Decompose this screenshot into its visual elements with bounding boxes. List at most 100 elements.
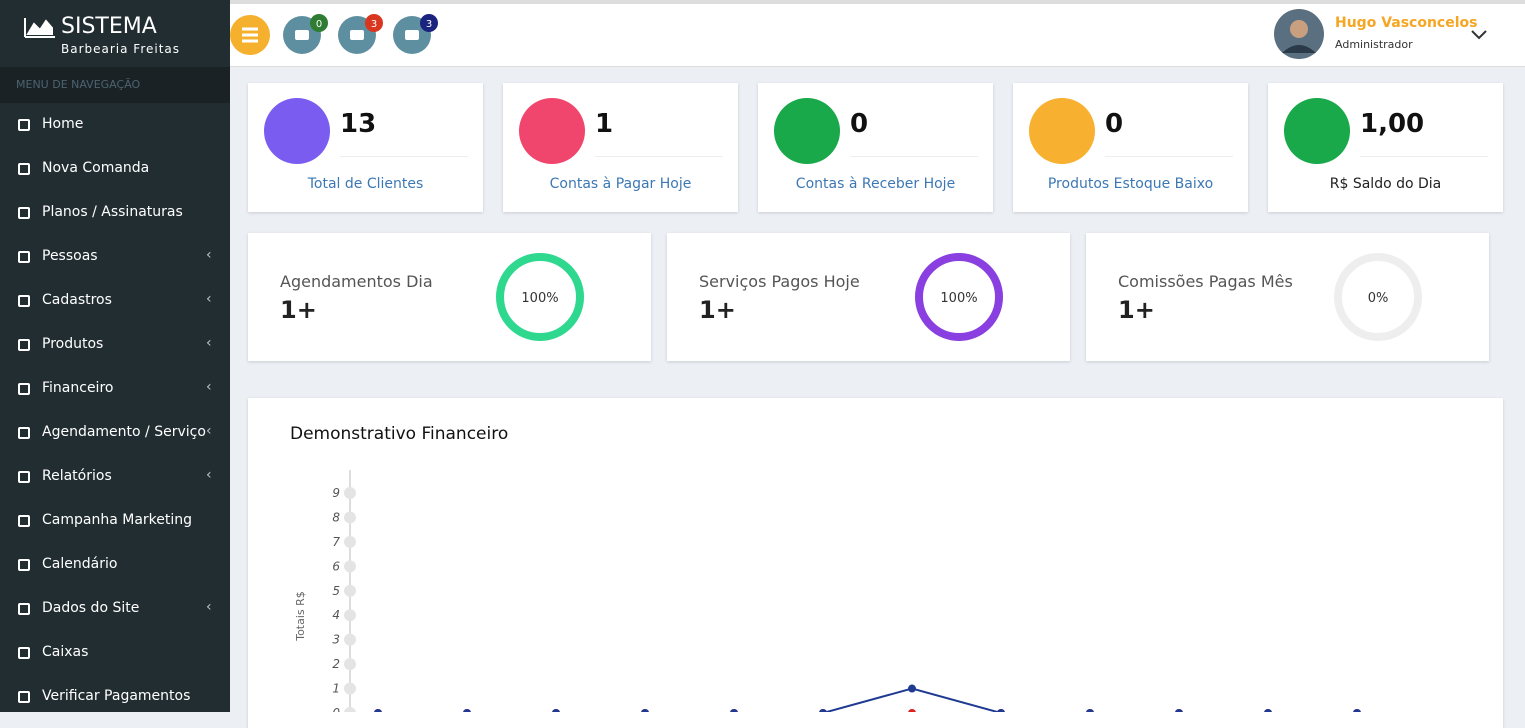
stat-value: 13 bbox=[340, 109, 377, 139]
menu-item[interactable]: Nova Comanda bbox=[0, 149, 230, 189]
stat-label: R$ Saldo do Dia bbox=[1329, 176, 1442, 192]
user-role: Administrador bbox=[1335, 38, 1413, 51]
menu-item[interactable]: Pessoas ‹ bbox=[0, 237, 230, 277]
menu-item[interactable]: Produtos ‹ bbox=[0, 325, 230, 365]
stat-card: 0 Produtos Estoque Baixo bbox=[1013, 83, 1248, 212]
menu-icon bbox=[18, 295, 30, 307]
progress-value: 1+ bbox=[280, 296, 317, 324]
y-tick-label: 9 bbox=[332, 486, 340, 500]
menu-icon bbox=[18, 163, 30, 175]
stat-label: Contas à Pagar Hoje bbox=[549, 176, 692, 192]
y-tick-label: 4 bbox=[332, 608, 340, 622]
point bbox=[730, 709, 738, 712]
sidebar: SISTEMA Barbearia Freitas MENU DE NAVEGA… bbox=[0, 0, 230, 712]
y-tick bbox=[344, 560, 356, 573]
menu-label: Verificar Pagamentos bbox=[42, 688, 191, 704]
y-axis-title: Totais R$ bbox=[294, 591, 307, 642]
menu-item[interactable]: Cadastros ‹ bbox=[0, 281, 230, 321]
point bbox=[908, 709, 916, 712]
top-icons: 0 3 3 bbox=[230, 14, 438, 55]
point bbox=[908, 684, 916, 693]
y-tick-label: 1 bbox=[332, 682, 340, 696]
y-tick bbox=[344, 511, 356, 524]
notification-glyph bbox=[405, 30, 419, 40]
progress-value: 1+ bbox=[1118, 296, 1155, 324]
menu-item[interactable]: Financeiro ‹ bbox=[0, 369, 230, 409]
point bbox=[997, 709, 1005, 712]
menu-icon bbox=[18, 251, 30, 263]
submenu-arrow: ‹ bbox=[206, 599, 212, 615]
user-dropdown[interactable] bbox=[1470, 28, 1488, 42]
line-series bbox=[378, 687, 1357, 712]
menu-icon bbox=[18, 207, 30, 219]
menu-icon bbox=[18, 383, 30, 395]
ring-label: 100% bbox=[940, 291, 977, 306]
progress-ring: 100% bbox=[915, 253, 1003, 341]
divider bbox=[595, 156, 723, 157]
divider bbox=[340, 156, 468, 157]
stat-label: Produtos Estoque Baixo bbox=[1047, 176, 1214, 192]
brand: SISTEMA bbox=[61, 14, 157, 39]
point bbox=[819, 709, 827, 712]
divider bbox=[850, 156, 978, 157]
y-tick bbox=[344, 487, 356, 499]
submenu-arrow: ‹ bbox=[206, 247, 212, 263]
stat-card: 0 Contas à Receber Hoje bbox=[758, 83, 993, 212]
menu-item[interactable]: Caixas bbox=[0, 633, 230, 673]
ring-arc bbox=[915, 253, 1003, 341]
menu-icon bbox=[18, 647, 30, 659]
stat-value: 0 bbox=[850, 109, 869, 139]
y-tick-label: 3 bbox=[332, 633, 340, 647]
menu-item[interactable]: Relatórios ‹ bbox=[0, 457, 230, 497]
point bbox=[552, 709, 560, 712]
stat-value: 1,00 bbox=[1360, 109, 1425, 139]
menu-item[interactable]: Calendário bbox=[0, 545, 230, 585]
menu-item[interactable]: Campanha Marketing bbox=[0, 501, 230, 541]
stat-card: 13 Total de Clientes bbox=[248, 83, 483, 212]
menu-item[interactable]: Home bbox=[0, 105, 230, 145]
y-tick-label: 8 bbox=[332, 510, 340, 524]
submenu-arrow: ‹ bbox=[206, 467, 212, 483]
y-tick-label: 2 bbox=[332, 657, 340, 671]
stat-icon bbox=[774, 98, 840, 164]
logo-icon bbox=[24, 18, 55, 38]
y-tick-label: 7 bbox=[332, 535, 340, 549]
avatar[interactable] bbox=[1272, 7, 1326, 61]
progress-card: Agendamentos Dia 1+ 100% bbox=[248, 233, 651, 361]
menu-item[interactable]: Dados do Site ‹ bbox=[0, 589, 230, 629]
menu-label: Pessoas bbox=[42, 248, 98, 264]
stat-label: Total de Clientes bbox=[307, 176, 424, 192]
menu-item[interactable]: Verificar Pagamentos bbox=[0, 677, 230, 717]
menu-icon bbox=[18, 559, 30, 571]
y-tick bbox=[344, 609, 356, 622]
submenu-arrow: ‹ bbox=[206, 291, 212, 307]
menu-icon bbox=[18, 515, 30, 527]
menu-label: Agendamento / Serviço bbox=[42, 424, 206, 440]
menu-icon bbox=[18, 339, 30, 351]
menu-label: Home bbox=[42, 116, 84, 132]
y-tick-label: 0 bbox=[332, 706, 340, 712]
divider bbox=[1360, 156, 1488, 157]
menu-icon bbox=[18, 471, 30, 483]
point bbox=[641, 709, 649, 712]
stat-icon bbox=[264, 98, 330, 164]
ring-track bbox=[1334, 253, 1422, 341]
point bbox=[1264, 709, 1272, 712]
menu-label: Caixas bbox=[42, 644, 89, 660]
point bbox=[1086, 709, 1094, 712]
y-tick-label: 5 bbox=[332, 584, 340, 598]
progress-card: Comissões Pagas Mês 1+ 0% bbox=[1086, 233, 1489, 361]
progress-card: Serviços Pagos Hoje 1+ 100% bbox=[667, 233, 1070, 361]
user-name[interactable]: Hugo Vasconcelos bbox=[1335, 15, 1478, 31]
progress-label: Serviços Pagos Hoje bbox=[699, 272, 860, 291]
badge-count: 0 bbox=[316, 19, 322, 30]
y-tick-label: 6 bbox=[332, 559, 340, 573]
menu-item[interactable]: Agendamento / Serviço ‹ bbox=[0, 413, 230, 453]
badge bbox=[310, 14, 328, 32]
divider bbox=[1105, 156, 1233, 157]
progress-ring: 0% bbox=[1334, 253, 1422, 341]
menu-item[interactable]: Planos / Assinaturas bbox=[0, 193, 230, 233]
ring-arc bbox=[496, 253, 584, 341]
menu-label: Cadastros bbox=[42, 292, 112, 308]
